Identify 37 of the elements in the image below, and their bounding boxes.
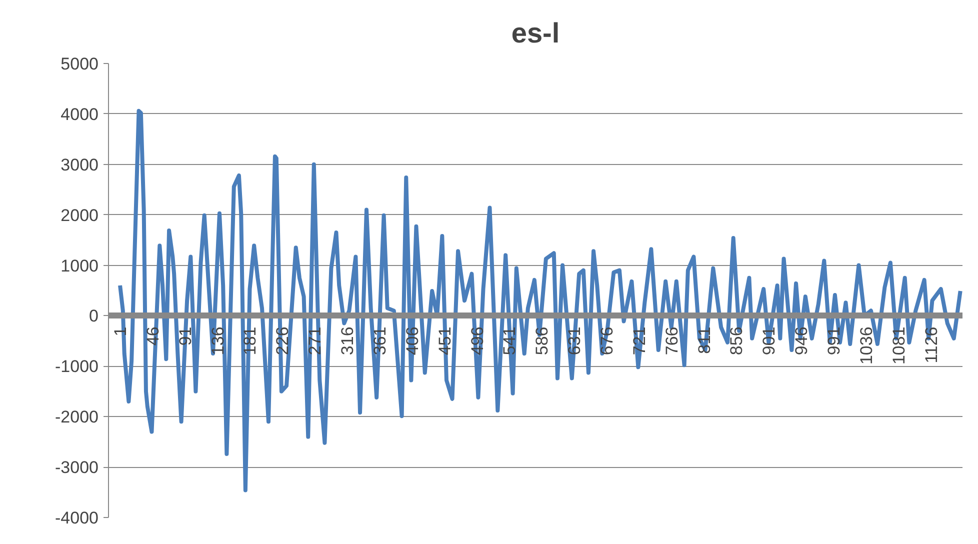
x-tick-label: 946 — [792, 326, 812, 356]
x-tick-label: 136 — [208, 326, 228, 356]
x-tick-label: 991 — [824, 326, 844, 356]
x-tick-label: 1036 — [856, 326, 876, 365]
x-tick-label: 901 — [760, 326, 779, 356]
y-tick-label: 1000 — [60, 256, 99, 276]
y-tick-label: 2000 — [60, 206, 99, 225]
y-tick-label: -4000 — [55, 508, 99, 528]
y-tick-label: 0 — [89, 306, 99, 326]
chart-title: es-l — [511, 18, 560, 48]
x-tick-label: 856 — [727, 326, 746, 356]
x-tick-label: 46 — [143, 326, 162, 346]
x-tick-label: 1 — [111, 326, 130, 336]
y-tick-label: 4000 — [60, 104, 99, 124]
x-tick-label: 406 — [402, 326, 422, 356]
x-tick-label: 226 — [273, 326, 292, 356]
x-tick-label: 1126 — [922, 326, 941, 364]
x-tick-label: 316 — [338, 326, 358, 356]
y-tick-label: 5000 — [60, 54, 99, 74]
x-tick-label: 91 — [176, 326, 195, 346]
y-tick-label: -3000 — [55, 458, 99, 478]
x-tick-label: 451 — [435, 326, 454, 356]
x-tick-label: 361 — [370, 326, 390, 356]
x-tick-label: 181 — [240, 326, 260, 356]
x-tick-label: 586 — [532, 326, 552, 356]
x-tick-label: 496 — [468, 326, 487, 356]
x-tick-label: 271 — [306, 326, 325, 356]
x-tick-label: 631 — [565, 326, 584, 356]
x-tick-label: 676 — [597, 326, 616, 356]
y-tick-label: 3000 — [60, 155, 99, 174]
y-tick-label: -1000 — [55, 357, 99, 376]
x-tick-label: 541 — [500, 326, 520, 356]
x-tick-label: 811 — [694, 326, 714, 354]
y-tick-label: -2000 — [55, 408, 99, 427]
x-tick-label: 766 — [662, 326, 682, 356]
x-tick-label: 1081 — [889, 326, 908, 365]
x-tick-label: 721 — [630, 326, 649, 356]
